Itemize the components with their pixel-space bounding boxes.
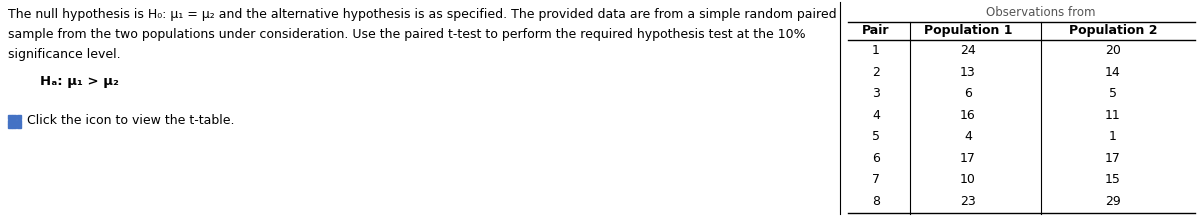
Bar	[8, 120, 12, 124]
Text: 16: 16	[960, 109, 976, 122]
Text: Population 1: Population 1	[924, 24, 1013, 37]
Text: 6: 6	[964, 87, 972, 100]
Text: 2: 2	[872, 66, 880, 79]
Text: 6: 6	[872, 152, 880, 165]
Text: 29: 29	[1105, 195, 1121, 208]
Text: 13: 13	[960, 66, 976, 79]
Text: Population 2: Population 2	[1069, 24, 1157, 37]
Text: 8: 8	[872, 195, 880, 208]
Text: 23: 23	[960, 195, 976, 208]
Text: 5: 5	[1109, 87, 1117, 100]
Bar	[17, 124, 20, 128]
Bar	[17, 115, 20, 119]
Text: 3: 3	[872, 87, 880, 100]
Text: sample from the two populations under consideration. Use the paired t-test to pe: sample from the two populations under co…	[8, 28, 805, 41]
Text: 4: 4	[872, 109, 880, 122]
Text: 4: 4	[964, 130, 972, 143]
Bar	[17, 120, 20, 124]
Text: 1: 1	[872, 44, 880, 57]
Text: Hₐ: μ₁ > μ₂: Hₐ: μ₁ > μ₂	[40, 75, 119, 88]
Bar	[12, 115, 16, 119]
Text: 5: 5	[872, 130, 880, 143]
Bar	[8, 124, 12, 128]
Text: significance level.: significance level.	[8, 48, 121, 61]
Text: 14: 14	[1105, 66, 1121, 79]
Bar	[8, 115, 12, 119]
Text: Click the icon to view the t-table.: Click the icon to view the t-table.	[28, 113, 234, 127]
Text: 20: 20	[1105, 44, 1121, 57]
Text: 15: 15	[1105, 173, 1121, 186]
Bar	[12, 120, 16, 124]
Text: 17: 17	[1105, 152, 1121, 165]
Text: 24: 24	[960, 44, 976, 57]
Bar	[12, 124, 16, 128]
Text: 10: 10	[960, 173, 976, 186]
Text: 1: 1	[1109, 130, 1117, 143]
Text: 17: 17	[960, 152, 976, 165]
Text: Pair: Pair	[863, 24, 889, 37]
Text: Observations from: Observations from	[985, 6, 1096, 19]
Text: 7: 7	[872, 173, 880, 186]
Text: The null hypothesis is H₀: μ₁ = μ₂ and the alternative hypothesis is as specifie: The null hypothesis is H₀: μ₁ = μ₂ and t…	[8, 8, 836, 21]
Text: 11: 11	[1105, 109, 1121, 122]
